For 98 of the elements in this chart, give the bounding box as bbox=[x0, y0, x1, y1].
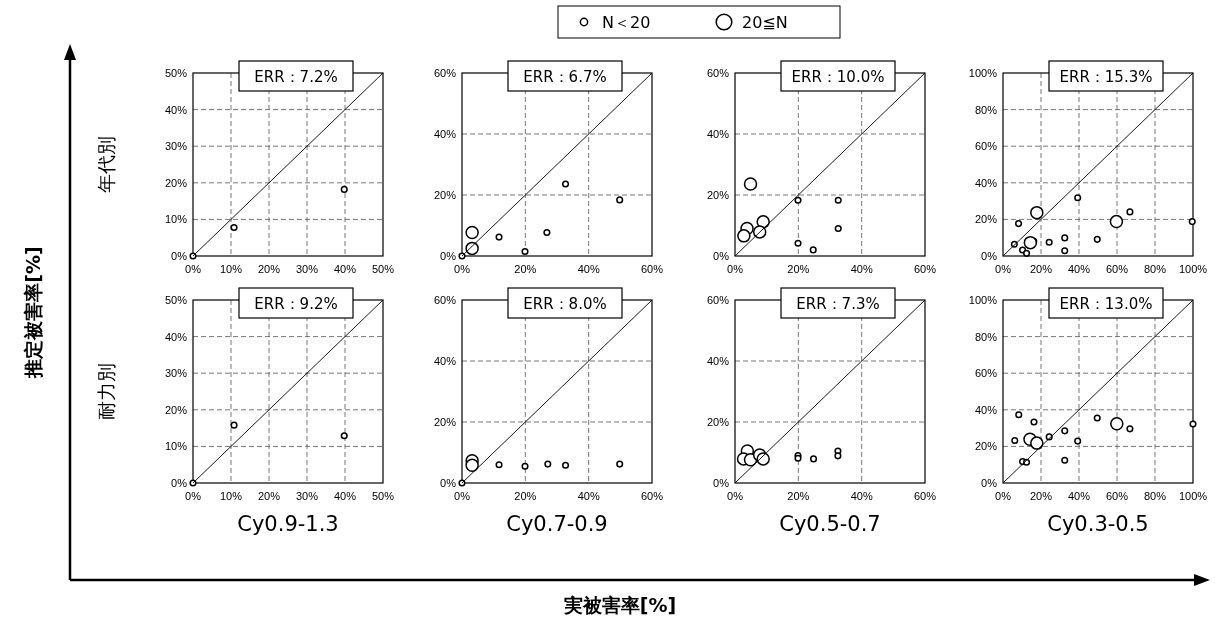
annotation: ERR：7.3% bbox=[796, 295, 880, 313]
x-tick-label: 20% bbox=[1029, 263, 1053, 275]
annotation: ERR：8.0% bbox=[523, 295, 607, 313]
y-tick-label: 40% bbox=[164, 330, 188, 343]
text: 実被害率[%] bbox=[562, 594, 677, 616]
x-tick-label: 20% bbox=[1029, 490, 1053, 502]
y-tick-label: 0% bbox=[981, 477, 998, 489]
y-tick-label: 40% bbox=[706, 355, 730, 367]
x-tick-label: 40% bbox=[333, 263, 357, 275]
x-tick-label: 80% bbox=[1143, 263, 1167, 275]
x-tick-label: 0% bbox=[995, 263, 1012, 275]
x-tick-label: 20% bbox=[257, 490, 281, 502]
y-axis-title: 耐力別 bbox=[95, 363, 117, 420]
y-tick-label: 20% bbox=[164, 176, 188, 189]
x-tick-label: 20% bbox=[787, 263, 810, 275]
x-tick-label: 10% bbox=[219, 263, 243, 275]
y-tick-label: 40% bbox=[974, 403, 998, 416]
x-tick-label: 0% bbox=[185, 263, 202, 275]
y-tick-label: 60% bbox=[706, 67, 730, 79]
y-tick-label: 0% bbox=[981, 250, 998, 262]
x-tick-label: 40% bbox=[1067, 263, 1091, 275]
x-tick-label: 0% bbox=[454, 490, 471, 502]
y-tick-label: 30% bbox=[164, 140, 188, 153]
x-tick-label: 20% bbox=[514, 263, 537, 275]
y-tick-label: 60% bbox=[706, 294, 730, 306]
y-tick-label: 50% bbox=[164, 67, 188, 79]
y-tick-label: 40% bbox=[433, 128, 457, 140]
legend-label: N＜20 bbox=[602, 13, 651, 32]
y-tick-label: 20% bbox=[706, 416, 730, 428]
x-tick-label: 100% bbox=[1178, 263, 1208, 275]
x-tick-label: 60% bbox=[913, 490, 937, 502]
x-tick-label: 60% bbox=[1105, 263, 1129, 275]
x-tick-label: 40% bbox=[577, 490, 600, 502]
annotation: ERR：6.7% bbox=[523, 68, 607, 86]
x-tick-label: 20% bbox=[514, 490, 537, 502]
y-tick-label: 80% bbox=[974, 330, 998, 343]
y-tick-label: 20% bbox=[706, 189, 730, 201]
x-tick-label: 100% bbox=[1178, 490, 1208, 502]
y-tick-label: 100% bbox=[968, 67, 998, 79]
x-tick-label: 0% bbox=[995, 490, 1012, 502]
y-tick-label: 40% bbox=[706, 128, 730, 140]
y-axis-title: 年代別 bbox=[95, 136, 117, 193]
y-tick-label: 50% bbox=[164, 294, 188, 306]
y-tick-label: 20% bbox=[164, 403, 188, 416]
y-tick-label: 100% bbox=[968, 294, 998, 306]
y-tick-label: 0% bbox=[440, 477, 457, 489]
y-tick-label: 30% bbox=[164, 367, 188, 380]
x-tick-label: 40% bbox=[333, 490, 357, 502]
y-tick-label: 60% bbox=[433, 67, 457, 79]
y-tick-label: 60% bbox=[974, 140, 998, 153]
x-tick-label: 10% bbox=[219, 490, 243, 502]
x-tick-label: 0% bbox=[454, 263, 471, 275]
text: 推定被害率[%] bbox=[22, 246, 44, 379]
x-tick-label: 40% bbox=[850, 490, 873, 502]
x-tick-label: 50% bbox=[371, 490, 395, 502]
y-tick-label: 0% bbox=[171, 477, 188, 489]
x-tick-label: 40% bbox=[577, 263, 600, 275]
x-axis-title: Cy0.5-0.7 bbox=[779, 512, 881, 536]
y-tick-label: 0% bbox=[440, 250, 457, 262]
x-tick-label: 60% bbox=[913, 263, 937, 275]
x-tick-label: 0% bbox=[727, 263, 744, 275]
y-tick-label: 60% bbox=[974, 367, 998, 380]
y-tick-label: 20% bbox=[974, 440, 998, 453]
annotation: ERR：7.2% bbox=[254, 68, 338, 86]
x-tick-label: 0% bbox=[727, 490, 744, 502]
x-axis-title: Cy0.3-0.5 bbox=[1047, 512, 1149, 536]
x-tick-label: 30% bbox=[295, 490, 319, 502]
y-tick-label: 0% bbox=[713, 477, 730, 489]
legend-label: 20≦N bbox=[742, 13, 788, 32]
y-tick-label: 80% bbox=[974, 103, 998, 116]
x-tick-label: 60% bbox=[640, 263, 664, 275]
x-tick-label: 40% bbox=[1067, 490, 1091, 502]
y-tick-label: 20% bbox=[433, 189, 457, 201]
x-tick-label: 0% bbox=[185, 490, 202, 502]
y-tick-label: 40% bbox=[164, 103, 188, 116]
x-tick-label: 80% bbox=[1143, 490, 1167, 502]
x-tick-label: 20% bbox=[787, 490, 810, 502]
annotation: ERR：15.3% bbox=[1059, 68, 1153, 86]
y-tick-label: 20% bbox=[974, 213, 998, 226]
x-tick-label: 60% bbox=[640, 490, 664, 502]
x-tick-label: 20% bbox=[257, 263, 281, 275]
x-tick-label: 40% bbox=[850, 263, 873, 275]
y-tick-label: 0% bbox=[171, 250, 188, 262]
x-axis-title: Cy0.7-0.9 bbox=[506, 512, 608, 536]
y-tick-label: 60% bbox=[433, 294, 457, 306]
y-tick-label: 40% bbox=[433, 355, 457, 367]
x-tick-label: 30% bbox=[295, 263, 319, 275]
y-tick-label: 20% bbox=[433, 416, 457, 428]
annotation: ERR：10.0% bbox=[791, 68, 885, 86]
y-tick-label: 0% bbox=[713, 250, 730, 262]
y-tick-label: 10% bbox=[164, 213, 188, 226]
annotation: ERR：9.2% bbox=[254, 295, 338, 313]
x-axis-title: Cy0.9-1.3 bbox=[237, 512, 339, 536]
x-tick-label: 50% bbox=[371, 263, 395, 275]
y-tick-label: 10% bbox=[164, 440, 188, 453]
y-tick-label: 40% bbox=[974, 176, 998, 189]
annotation: ERR：13.0% bbox=[1059, 295, 1153, 313]
x-tick-label: 60% bbox=[1105, 490, 1129, 502]
